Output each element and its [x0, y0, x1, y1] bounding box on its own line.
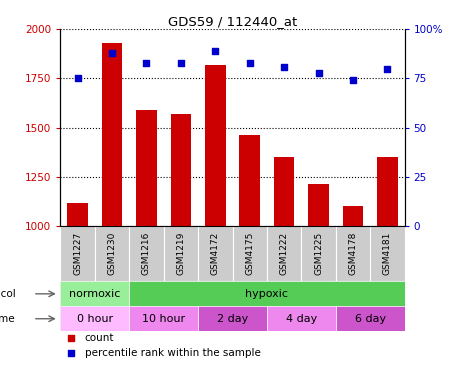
Bar — [239, 135, 260, 226]
Point — [108, 50, 116, 56]
Point — [67, 350, 74, 356]
Text: GSM4178: GSM4178 — [348, 232, 358, 275]
Point — [212, 48, 219, 54]
Text: GSM1216: GSM1216 — [142, 232, 151, 275]
Point — [384, 66, 391, 71]
Bar — [164, 226, 198, 281]
Point — [246, 60, 253, 66]
Point — [67, 335, 74, 341]
Text: 4 day: 4 day — [286, 314, 317, 324]
Bar — [136, 110, 157, 226]
Bar — [129, 281, 405, 306]
Bar — [60, 281, 129, 306]
Text: GSM1219: GSM1219 — [176, 232, 186, 275]
Title: GDS59 / 112440_at: GDS59 / 112440_at — [168, 15, 297, 28]
Bar — [308, 184, 329, 226]
Bar — [198, 226, 232, 281]
Bar — [102, 43, 122, 226]
Text: count: count — [85, 333, 114, 343]
Text: GSM4172: GSM4172 — [211, 232, 220, 275]
Bar — [205, 65, 226, 226]
Bar — [336, 306, 405, 331]
Text: GSM4181: GSM4181 — [383, 232, 392, 275]
Bar — [267, 226, 301, 281]
Text: protocol: protocol — [0, 289, 16, 299]
Bar — [301, 226, 336, 281]
Bar — [343, 206, 363, 226]
Point — [315, 70, 322, 75]
Text: GSM1230: GSM1230 — [107, 232, 117, 275]
Text: percentile rank within the sample: percentile rank within the sample — [85, 348, 260, 358]
Text: 10 hour: 10 hour — [142, 314, 185, 324]
Bar — [129, 226, 164, 281]
Bar — [171, 114, 191, 226]
Text: 0 hour: 0 hour — [77, 314, 113, 324]
Bar — [370, 226, 405, 281]
Point — [177, 60, 185, 66]
Text: 6 day: 6 day — [355, 314, 385, 324]
Text: GSM1222: GSM1222 — [279, 232, 289, 275]
Point — [349, 78, 357, 83]
Point — [143, 60, 150, 66]
Text: 2 day: 2 day — [217, 314, 248, 324]
Bar — [60, 306, 129, 331]
Bar — [336, 226, 370, 281]
Bar — [232, 226, 267, 281]
Bar — [274, 157, 294, 226]
Text: normoxic: normoxic — [69, 289, 120, 299]
Bar — [377, 157, 398, 226]
Bar — [198, 306, 267, 331]
Bar — [60, 226, 95, 281]
Text: GSM1227: GSM1227 — [73, 232, 82, 275]
Point — [280, 64, 288, 70]
Point — [74, 75, 81, 81]
Text: hypoxic: hypoxic — [246, 289, 288, 299]
Text: time: time — [0, 314, 16, 324]
Bar — [129, 306, 198, 331]
Text: GSM1225: GSM1225 — [314, 232, 323, 275]
Bar — [67, 203, 88, 226]
Bar — [95, 226, 129, 281]
Text: GSM4175: GSM4175 — [245, 232, 254, 275]
Bar — [267, 306, 336, 331]
